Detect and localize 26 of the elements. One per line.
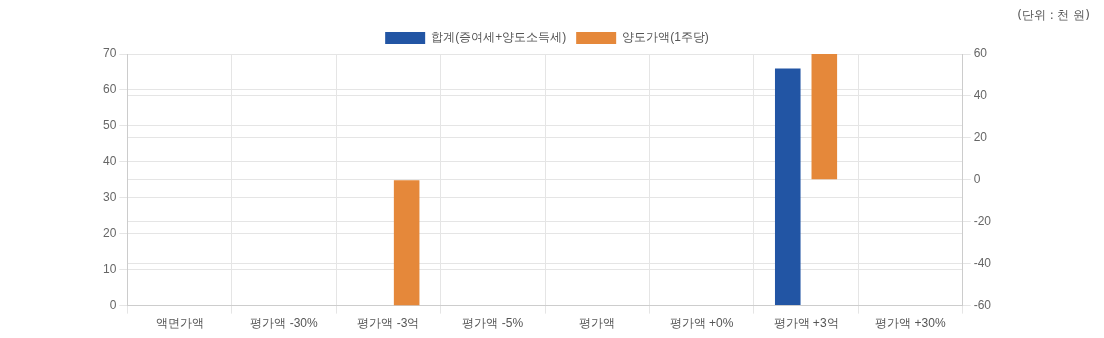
x-tick-label: 평가액 +3억 (773, 316, 839, 331)
x-tick-label: 평가액 -5% (462, 316, 524, 331)
y-tick-label: 40 (102, 154, 117, 169)
x-tick-label: 평가액 -3억 (357, 316, 420, 331)
y2-tick-label: -40 (973, 255, 992, 270)
x-tick-label: 평가액 +0% (669, 316, 734, 331)
y2-tick-label: 40 (973, 88, 988, 103)
y-tick-label: 60 (102, 82, 117, 97)
x-tick-label: 평가액 -30% (250, 316, 318, 331)
y-tick-label: 0 (109, 297, 117, 312)
y-tick-label: 50 (102, 118, 117, 133)
text: (단위 : 천 원) (1017, 8, 1090, 23)
y2-tick-label: -20 (973, 214, 992, 229)
y-tick-label: 30 (102, 190, 117, 205)
y-tick-label: 10 (102, 261, 117, 276)
y-tick-label: 70 (102, 46, 117, 61)
legend-label: 합계(증여세+양도소득세) (431, 30, 567, 45)
x-tick-label: 액면가액 (155, 316, 204, 331)
legend-label: 양도가액(1주당) (622, 30, 709, 45)
y2-tick-label: -60 (973, 297, 992, 312)
y-tick-label: 20 (102, 226, 117, 241)
y2-tick-label: 60 (973, 46, 988, 61)
x-tick-label: 평가액 +30% (875, 316, 946, 331)
y2-tick-label: 0 (973, 172, 981, 187)
x-tick-label: 평가액 (579, 316, 616, 331)
y2-tick-label: 20 (973, 130, 988, 145)
